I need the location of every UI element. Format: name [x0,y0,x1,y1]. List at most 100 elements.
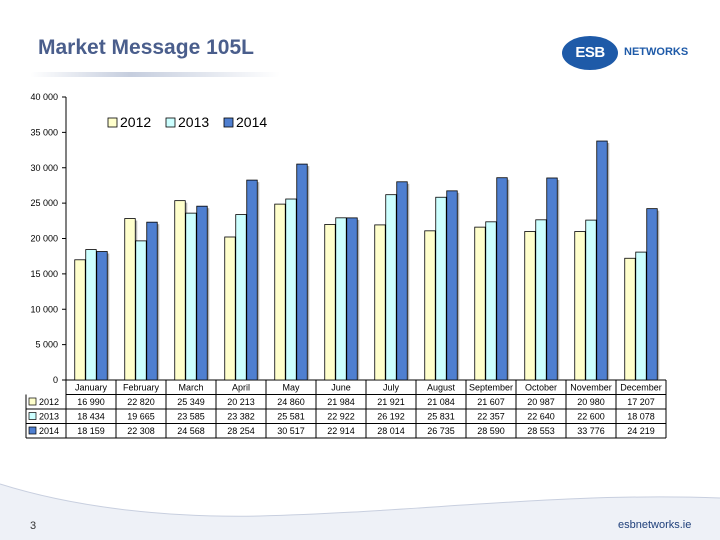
page-number: 3 [30,520,37,532]
legend-swatch-2012 [107,117,118,128]
data-label: 23 382 [227,412,255,422]
data-label: 25 831 [427,412,455,422]
data-label: 28 014 [377,426,405,436]
bar-2014-may [296,163,308,381]
data-label: 22 820 [127,397,155,407]
table-swatch-2012 [28,397,37,406]
data-label: 22 357 [477,412,505,422]
bar-2013-june [335,217,347,381]
bar-2012-march [174,200,186,381]
bar-2013-november [585,219,597,381]
footer-url: esbnetworks.ie [618,519,692,531]
data-label: 30 517 [277,426,305,436]
table-series-label-2013: 2013 [39,412,59,422]
bar-2014-july [396,181,408,381]
data-label: 24 860 [277,397,305,407]
x-category-label: January [75,383,108,393]
y-tick-label: 20 000 [30,234,58,244]
y-tick-label: 10 000 [30,304,58,314]
data-label: 26 192 [377,412,405,422]
x-category-label: September [469,383,513,393]
bar-2012-may [274,203,286,381]
esb-networks-logo: ESB NETWORKS [562,36,689,70]
x-category-label: March [178,383,203,393]
data-label: 28 553 [527,426,555,436]
x-category-label: July [383,383,400,393]
data-table-group: January February March April May June July Augu… [25,380,667,439]
x-category-label: November [570,383,612,393]
bar-2012-october [524,231,536,381]
data-label: 20 213 [227,397,255,407]
table-swatch-2014 [28,426,37,435]
networks-logo-text: NETWORKS [624,46,689,58]
data-label: 22 308 [127,426,155,436]
bar-2013-may [285,198,297,381]
bar-2014-august [446,190,458,381]
x-category-label: December [620,383,662,393]
x-category-label: October [525,383,557,393]
data-label: 18 434 [77,412,105,422]
bar-2013-august [435,196,447,381]
y-tick-label: 0 [53,375,58,385]
legend-swatch-2013 [165,117,176,128]
data-label: 16 990 [77,397,105,407]
data-label: 21 607 [477,397,505,407]
legend-swatch-2014 [223,117,234,128]
data-label: 25 581 [277,412,305,422]
y-tick-label: 5 000 [35,340,58,350]
legend-label-2014: 2014 [236,114,267,130]
data-label: 21 984 [327,397,355,407]
data-label: 18 159 [77,426,105,436]
footer-decoration [0,483,720,540]
legend-label-2012: 2012 [120,114,151,130]
data-label: 24 219 [627,426,655,436]
y-tick-label: 40 000 [30,92,58,102]
data-label: 18 078 [627,412,655,422]
data-label: 22 914 [327,426,355,436]
x-category-label: August [427,383,456,393]
data-label: 22 600 [577,412,605,422]
bar-2014-september [496,177,508,381]
bar-2012-july [374,224,386,381]
data-label: 22 922 [327,412,355,422]
bar-chart: 0 5 000 10 000 15 000 20 000 25 000 30 000 35 0… [25,92,667,439]
bar-2013-april [235,214,247,381]
y-tick-label: 30 000 [30,163,58,173]
legend-group: 2012 2013 2014 [107,114,267,130]
data-label: 17 207 [627,397,655,407]
bar-2013-february [135,240,147,381]
bar-2013-october [535,219,547,381]
data-label: 25 349 [177,397,205,407]
bar-2014-june [346,217,358,381]
bar-2014-march [196,205,208,381]
bars-group [74,140,660,381]
bar-2013-march [185,212,197,381]
legend-label-2013: 2013 [178,114,209,130]
bar-2012-december [624,257,636,381]
bar-2012-april [224,236,236,381]
data-label: 28 590 [477,426,505,436]
bar-2014-february [146,221,158,381]
bar-2013-december [635,251,647,381]
bar-2012-february [124,218,136,381]
y-tick-label: 35 000 [30,127,58,137]
data-label: 33 776 [577,426,605,436]
data-label: 21 921 [377,397,405,407]
bar-2012-january [74,259,86,381]
bar-2012-november [574,231,586,381]
bar-2014-november [596,140,608,381]
data-label: 21 084 [427,397,455,407]
data-label: 23 585 [177,412,205,422]
esb-logo-mark: ESB [562,36,618,70]
y-tick-label: 25 000 [30,198,58,208]
data-label: 24 568 [177,426,205,436]
bar-2014-october [546,177,558,381]
x-category-label: February [123,383,160,393]
y-tick-label: 15 000 [30,269,58,279]
data-label: 22 640 [527,412,555,422]
bar-2013-september [485,221,497,381]
data-label: 19 665 [127,412,155,422]
slide-title: Market Message 105L [38,36,254,59]
bar-2014-january [96,251,108,381]
bar-2014-december [646,208,658,381]
